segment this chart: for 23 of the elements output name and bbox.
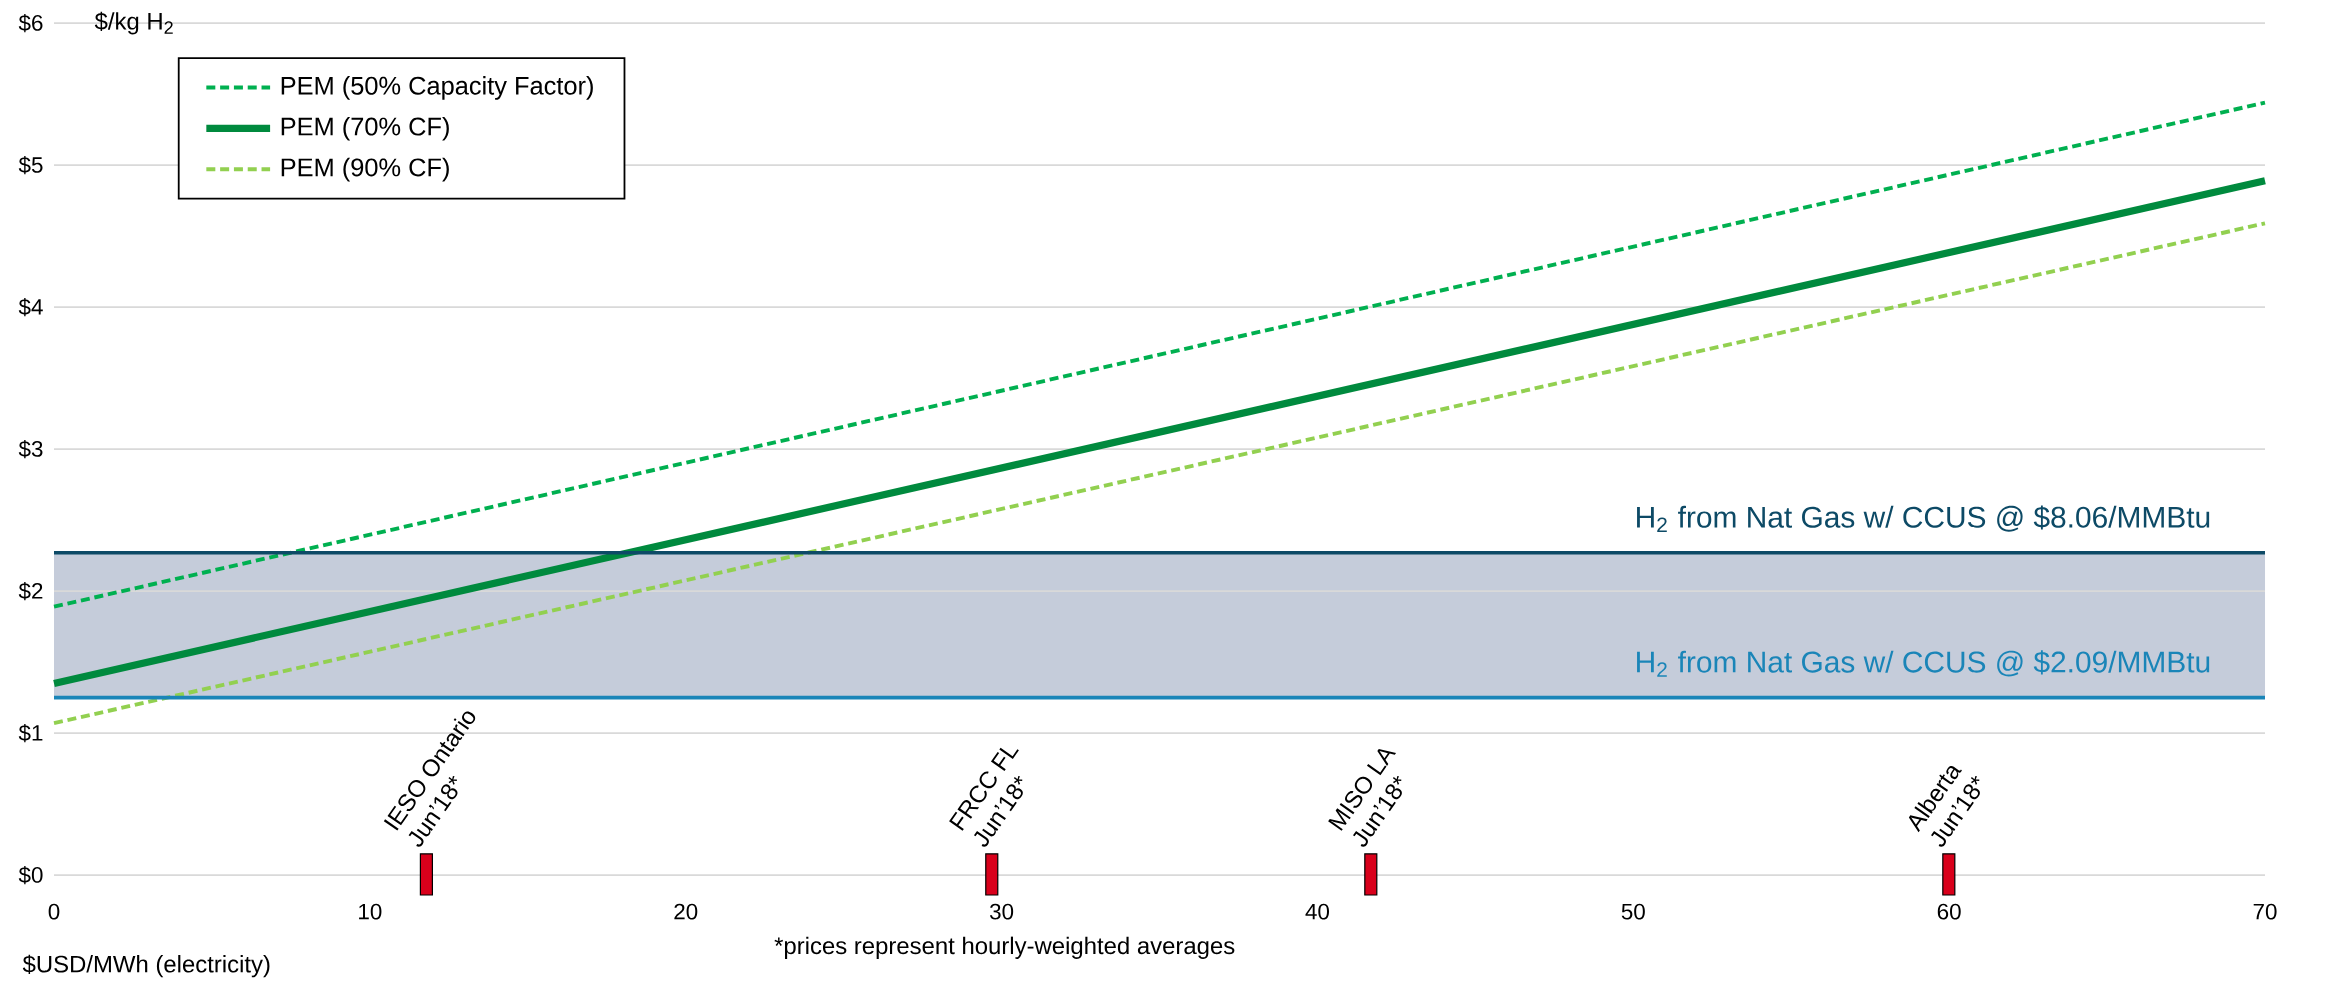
text: *prices represent hourly-weighted averages	[774, 936, 1235, 959]
y-tick-label: $2	[18, 581, 43, 601]
x-axis-title: $USD/MWh (electricity)	[22, 954, 270, 978]
ref-line-label: H$_{2}$ from Nat Gas w/ CCUS @ $8.06/MMBtu	[1637, 505, 2210, 532]
legend-label: PEM (50% Capacity Factor)	[281, 76, 593, 100]
x-tick-label: 10	[359, 903, 382, 920]
x-tick-label: 40	[1305, 903, 1329, 920]
y-tick-label: $4	[18, 297, 43, 317]
y-tick-label: $6	[18, 13, 43, 33]
x-tick-label: 0	[48, 903, 60, 920]
ref-line-label: H$_{2}$ from Nat Gas w/ CCUS @ $2.09/MMBtu	[1637, 650, 2210, 677]
y-tick-label: $3	[18, 439, 43, 459]
legend-label: PEM (90% CF)	[281, 157, 449, 182]
x-tick-label: 20	[674, 903, 698, 920]
x-tick-label: 60	[1937, 903, 1961, 920]
y-axis-title: $/kg H$_{2}$	[94, 11, 173, 35]
x-tick-label: 50	[1621, 903, 1645, 920]
legend-label: PEM (70% CF)	[281, 116, 449, 141]
x-tick-label: 70	[2253, 903, 2277, 920]
x-tick-label: 30	[989, 903, 1014, 920]
y-tick-label: $5	[18, 155, 43, 175]
y-tick-label: $1	[18, 723, 43, 743]
y-tick-label: $0	[18, 865, 43, 885]
